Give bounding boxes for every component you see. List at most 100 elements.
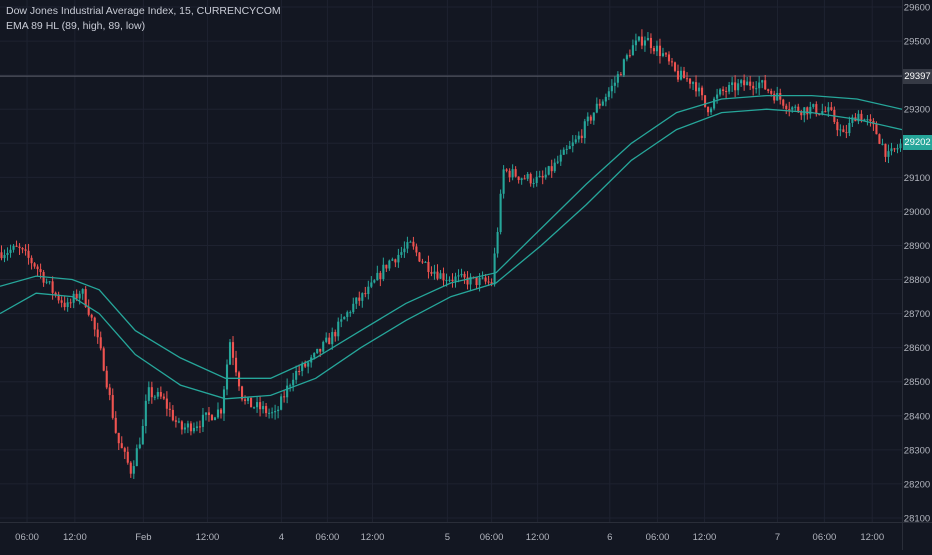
candle [857,110,860,125]
candle [667,51,671,65]
x-tick-label: 06:00 [15,532,39,543]
x-tick-label: 7 [775,532,780,543]
candle [358,291,361,306]
candle [676,64,680,83]
price-axis[interactable]: 28100 28200 28300 28400 28500 28600 28700 28800… [902,0,931,550]
candle [779,88,782,105]
candle [400,246,403,258]
candle [355,297,358,309]
candle [81,288,84,300]
candle [231,336,235,366]
candle [788,101,791,117]
candle [274,404,277,420]
candle [794,104,797,111]
x-tick-label: 12:00 [860,532,884,543]
crosshair-price-tag: 29397 [903,68,932,84]
candle [216,402,220,419]
candle [379,270,382,287]
candle [96,322,99,344]
grid [0,0,902,522]
candle [376,265,379,281]
candle [851,114,854,127]
candle [460,268,463,278]
candle [493,247,496,287]
candle [195,421,198,432]
candle [286,378,289,404]
candle [271,407,274,419]
candle [277,406,280,419]
candle [502,165,505,199]
candle [688,78,692,89]
candle [210,413,214,421]
y-tick-label: 29500 [904,37,930,48]
candle [192,422,195,434]
y-tick-label: 29600 [904,3,930,14]
candle [704,95,707,108]
candle [126,446,129,465]
candle [367,280,370,300]
candle [295,365,298,384]
candle [150,381,153,404]
candle [361,292,364,308]
candle [595,97,598,114]
candle [352,297,355,314]
candle [679,66,683,81]
candle [138,437,141,450]
candle [559,149,562,166]
candle [466,271,469,290]
indicator-legend[interactable]: EMA 89 HL (89, high, 89, low) [6,20,146,32]
candle [836,118,839,137]
candle [0,245,3,261]
candle [424,260,427,263]
candle [30,255,33,270]
candle [697,82,701,97]
candle [256,396,259,413]
candle [664,52,668,58]
symbol-legend[interactable]: Dow Jones Industrial Average Index, 15, … [6,5,281,17]
candle [701,85,704,101]
candle [604,93,607,107]
ema-band [0,94,903,400]
candle [511,164,514,181]
candle [250,397,253,408]
candle [463,271,466,284]
candle [803,107,806,123]
candle [111,388,114,420]
candle [682,66,686,79]
candle [430,266,433,277]
candle [565,145,568,155]
candle [580,129,583,143]
candle [442,267,445,287]
candle [93,316,96,337]
candle [304,360,307,369]
x-tick-label: 06:00 [646,532,670,543]
candle [265,403,268,417]
candle [764,74,767,90]
candle [574,135,577,145]
candle [153,394,156,401]
candle [685,72,689,82]
candle [168,402,171,417]
candle [204,412,208,421]
candle [21,247,24,254]
candle [655,40,659,56]
y-tick-label: 28700 [904,309,930,320]
candle [734,75,737,98]
candle [484,274,487,285]
candle [896,144,899,154]
candle [3,249,6,263]
candle [731,76,734,93]
candle [743,74,746,91]
candle [577,131,580,143]
time-axis[interactable]: 06:00 12:00 Feb 12:00 4 06:00 12:00 5 06:00 12:00… [0,522,932,544]
x-tick-label: 12:00 [196,532,220,543]
candle [694,75,698,97]
candle [87,299,90,317]
x-tick-label: 4 [279,532,284,543]
candle [716,88,719,104]
candle [619,72,622,76]
candle [421,258,424,264]
candle [198,420,201,434]
